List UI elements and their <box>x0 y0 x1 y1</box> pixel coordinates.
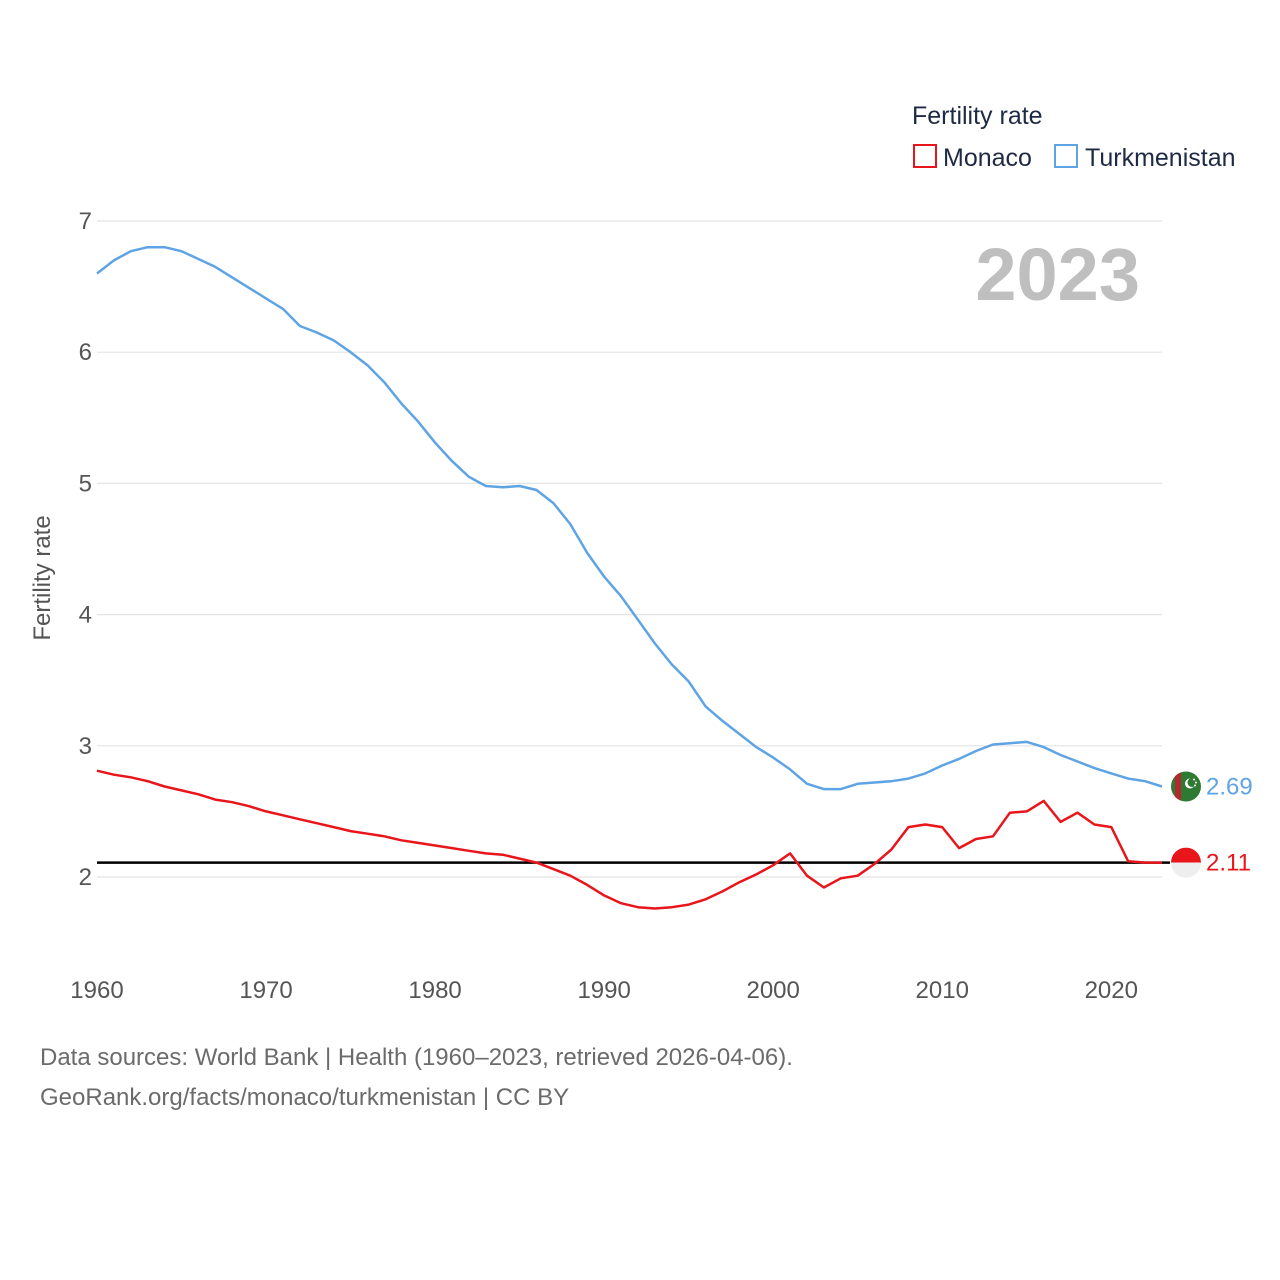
x-tick-1960: 1960 <box>70 977 123 1004</box>
legend-title: Fertility rate <box>912 102 1043 130</box>
x-tick-1970: 1970 <box>239 977 292 1004</box>
y-tick-5: 5 <box>79 470 92 497</box>
y-tick-6: 6 <box>79 339 92 366</box>
legend-label-turkmenistan[interactable]: Turkmenistan <box>1085 144 1236 172</box>
monaco-end-value: 2.11 <box>1206 850 1251 877</box>
series-line-turkmenistan[interactable] <box>96 245 1163 791</box>
turkmenistan-end-value: 2.69 <box>1206 774 1253 801</box>
source-line-1: Data sources: World Bank | Health (1960–… <box>40 1044 793 1071</box>
legend: Fertility rate Monaco Turkmenistan <box>912 102 1236 172</box>
y-tick-4: 4 <box>79 602 92 629</box>
y-tick-2: 2 <box>79 864 92 891</box>
x-tick-1980: 1980 <box>408 977 461 1004</box>
legend-label-monaco[interactable]: Monaco <box>943 144 1032 172</box>
y-tick-3: 3 <box>79 733 92 760</box>
y-axis-ticks: 2 3 4 5 6 7 <box>79 208 92 891</box>
year-display: 2023 <box>975 233 1140 316</box>
x-tick-2020: 2020 <box>1085 977 1138 1004</box>
gridlines <box>97 220 1162 878</box>
turkmenistan-flag-icon <box>1171 771 1201 802</box>
y-axis-label: Fertility rate <box>29 515 56 640</box>
x-tick-2000: 2000 <box>746 977 799 1004</box>
monaco-flag-icon <box>1171 847 1201 878</box>
x-tick-2010: 2010 <box>916 977 969 1004</box>
series-lines <box>96 245 1163 910</box>
x-tick-1990: 1990 <box>577 977 630 1004</box>
legend-swatch-turkmenistan[interactable] <box>1054 144 1078 168</box>
legend-swatch-monaco[interactable] <box>913 144 937 168</box>
series-line-monaco[interactable] <box>96 769 1162 910</box>
x-axis-ticks: 1960 1970 1980 1990 2000 2010 2020 <box>70 977 1138 1004</box>
source-line-2[interactable]: GeoRank.org/facts/monaco/turkmenistan | … <box>40 1084 570 1111</box>
y-tick-7: 7 <box>79 208 92 235</box>
